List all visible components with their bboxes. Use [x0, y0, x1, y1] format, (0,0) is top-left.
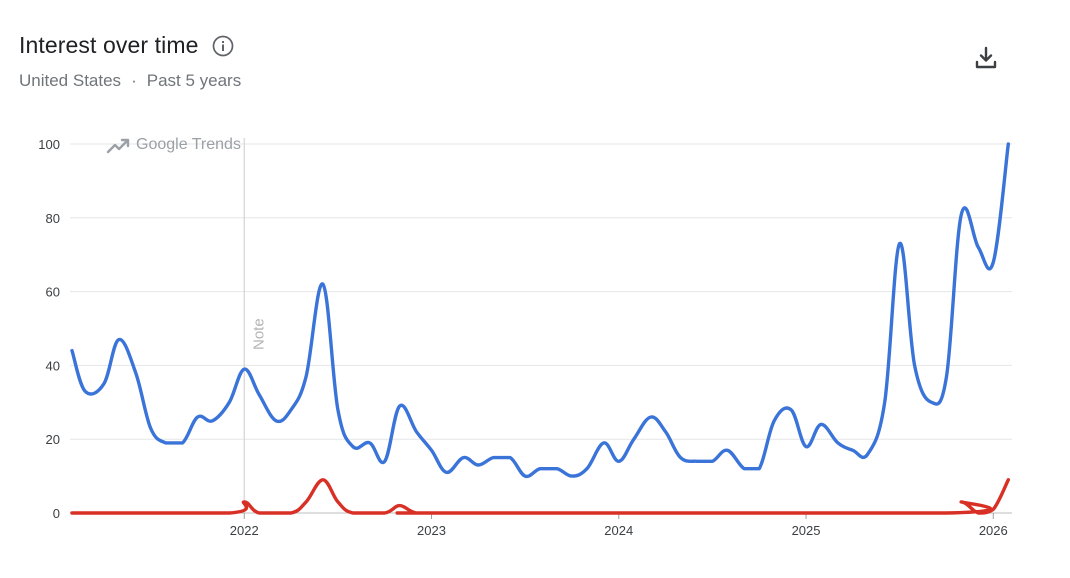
x-tick-label: 2024 [604, 523, 633, 538]
series-line-blue[interactable] [70, 142, 1010, 479]
x-tick-label: 2025 [792, 523, 821, 538]
grid-lines [70, 143, 1012, 514]
y-tick-label: 100 [38, 137, 60, 152]
y-axis-ticks: 0 20 40 60 80 100 [38, 137, 60, 521]
google-trends-watermark: Google Trends [106, 136, 241, 154]
x-tick-label: 2023 [417, 523, 446, 538]
title-row: Interest over time [19, 32, 241, 59]
y-tick-label: 20 [46, 432, 60, 447]
separator-dot: · [131, 71, 137, 90]
y-tick-label: 40 [46, 358, 60, 373]
y-tick-label: 0 [53, 506, 60, 521]
series-line-red[interactable] [70, 478, 1010, 515]
chart-title: Interest over time [19, 32, 199, 58]
watermark-text: Google Trends [136, 136, 241, 153]
x-axis-ticks: 2022 2023 2024 2025 2026 [230, 513, 1008, 538]
chart-subtitle: United States · Past 5 years [19, 71, 241, 91]
period-label[interactable]: Past 5 years [146, 71, 242, 90]
info-icon[interactable] [212, 35, 234, 57]
note-annotation[interactable]: Note [243, 138, 267, 513]
series-lines[interactable] [70, 142, 1010, 515]
y-tick-label: 60 [46, 285, 60, 300]
y-tick-label: 80 [46, 211, 60, 226]
chart-header: Interest over time United States · Past … [19, 32, 241, 91]
download-icon[interactable] [972, 44, 1000, 72]
x-tick-label: 2026 [979, 523, 1008, 538]
trending-icon [106, 138, 130, 154]
note-label[interactable]: Note [250, 318, 267, 350]
region-label[interactable]: United States [19, 71, 122, 90]
x-tick-label: 2022 [230, 523, 259, 538]
